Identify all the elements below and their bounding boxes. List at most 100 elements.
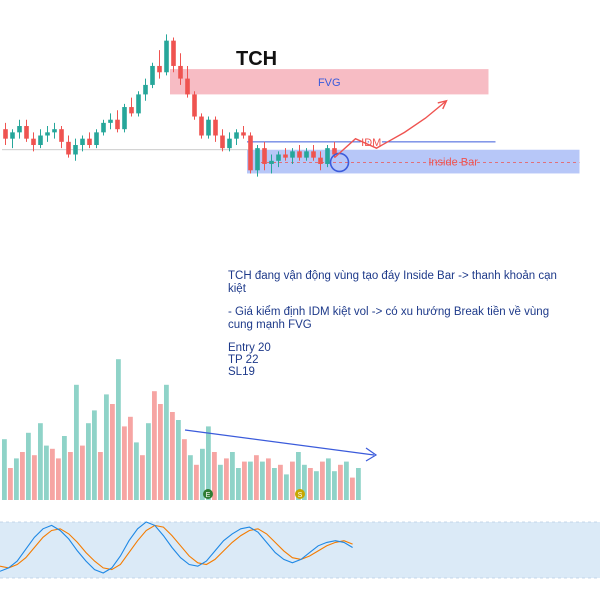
candle-body — [136, 94, 141, 114]
candle-body — [178, 65, 183, 79]
volume-bar — [194, 464, 199, 500]
candle-body — [318, 157, 323, 164]
volume-bar — [86, 423, 91, 500]
volume-bar — [272, 468, 277, 500]
candle-body — [115, 119, 120, 130]
candle-body — [255, 148, 260, 171]
candle-body — [192, 94, 197, 117]
candle-body — [199, 116, 204, 136]
volume-bar — [278, 464, 283, 500]
volume-bar — [14, 458, 19, 500]
candle-body — [80, 138, 85, 145]
candle-body — [164, 40, 169, 73]
volume-bar — [92, 410, 97, 500]
volume-bar — [110, 404, 115, 500]
candle-body — [10, 132, 15, 139]
volume-bar — [104, 394, 109, 500]
volume-bar — [284, 474, 289, 500]
candle-body — [94, 132, 99, 145]
volume-bar — [68, 452, 73, 500]
volume-event-label: E — [206, 492, 211, 499]
candle-body — [108, 119, 113, 123]
volume-bar — [236, 468, 241, 500]
volume-bar — [206, 426, 211, 500]
volume-trend-arrowhead — [365, 447, 378, 462]
volume-bar — [44, 445, 49, 500]
note-2: - Giá kiểm định IDM kiệt vol -> có xu hư… — [228, 306, 550, 331]
candle-body — [248, 135, 253, 171]
volume-bar — [32, 455, 37, 500]
volume-bar — [260, 461, 265, 500]
candle-body — [143, 84, 148, 95]
volume-bar — [56, 458, 61, 500]
candle-body — [234, 132, 239, 139]
candle-body — [66, 141, 71, 155]
candle-body — [150, 65, 155, 85]
candle-body — [276, 154, 281, 161]
candle-body — [185, 78, 190, 95]
volume-bar — [140, 455, 145, 500]
volume-bar — [152, 391, 157, 500]
volume-bar — [8, 468, 13, 500]
stochastic-band — [0, 522, 600, 578]
volume-bar — [230, 452, 235, 500]
volume-bar — [308, 468, 313, 500]
volume-bar — [50, 448, 55, 500]
candle-body — [73, 145, 78, 155]
candle-body — [17, 126, 22, 133]
volume-bar — [320, 461, 325, 500]
volume-event-marker — [295, 489, 305, 499]
volume-bar — [182, 439, 187, 500]
projection-path — [334, 100, 447, 159]
candle-body — [87, 138, 92, 145]
volume-bar — [212, 452, 217, 500]
volume-bar — [302, 464, 307, 500]
volume-event-label: S — [298, 492, 303, 499]
volume-bar — [62, 436, 67, 500]
volume-bar — [176, 420, 181, 500]
volume-bar — [116, 359, 121, 500]
volume-bar — [188, 455, 193, 500]
volume-bar — [326, 458, 331, 500]
volume-bar — [338, 464, 343, 500]
volume-bar — [350, 477, 355, 500]
candle-body — [213, 119, 218, 136]
candle-body — [52, 129, 57, 133]
candle-body — [101, 122, 106, 133]
volume-bar — [242, 461, 247, 500]
candle-body — [220, 135, 225, 149]
note-tp: TP 22 — [228, 354, 259, 366]
level-label: IDM — [361, 137, 381, 149]
candle-body — [129, 107, 134, 114]
candle-body — [171, 40, 176, 66]
note-1: TCH đang vận động vùng tạo đáy Inside Ba… — [228, 270, 557, 295]
candle-body — [24, 126, 29, 139]
volume-event-marker — [203, 489, 213, 499]
volume-bar — [20, 452, 25, 500]
volume-bar — [122, 426, 127, 500]
volume-trend-line — [184, 429, 375, 456]
candle-body — [297, 151, 302, 158]
projection-arrowhead — [437, 99, 448, 110]
volume-bar — [38, 423, 43, 500]
zone-label: FVG — [318, 77, 341, 89]
volume-bar — [200, 448, 205, 500]
volume-bar — [224, 458, 229, 500]
candle-body — [122, 107, 127, 130]
volume-bar — [74, 384, 79, 500]
volume-bar — [146, 423, 151, 500]
volume-bar — [2, 439, 7, 500]
volume-bar — [80, 445, 85, 500]
volume-bar — [344, 461, 349, 500]
candle-body — [45, 132, 50, 136]
stochastic-k-line — [0, 521, 353, 574]
candle-body — [206, 119, 211, 136]
volume-bar — [218, 464, 223, 500]
volume-bar — [98, 452, 103, 500]
volume-bar — [290, 461, 295, 500]
candle-body — [283, 154, 288, 158]
candle-body — [311, 151, 316, 158]
candle-body — [262, 148, 267, 164]
